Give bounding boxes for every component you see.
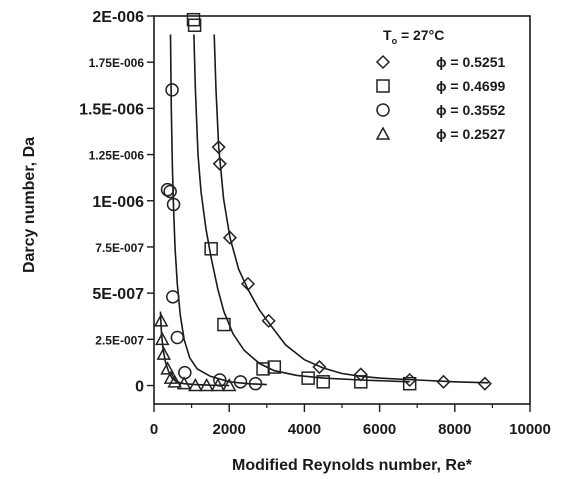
fit-curve-square xyxy=(193,34,410,383)
x-tick-label: 0 xyxy=(150,421,158,438)
y-tick-label: 5E-007 xyxy=(92,286,144,303)
data-point-diamond xyxy=(212,156,227,171)
data-point-triangle xyxy=(199,377,214,392)
data-markers xyxy=(153,12,492,392)
data-point-triangle xyxy=(167,374,182,388)
data-point-diamond xyxy=(312,359,327,375)
data-point-square xyxy=(316,375,330,389)
data-point-triangle xyxy=(210,377,226,392)
data-point-triangle xyxy=(155,331,170,346)
legend: To = 27°C ϕ = 0.5251 ϕ = 0.4699 ϕ = 0.3552 ϕ… xyxy=(375,27,505,142)
legend-marker-square xyxy=(376,79,390,93)
data-point-circle xyxy=(160,182,175,197)
data-point-diamond xyxy=(240,276,256,291)
legend-entry-label: ϕ = 0.2527 xyxy=(436,126,505,142)
y-tick-label: 2E-006 xyxy=(92,9,144,26)
legend-entry-label: ϕ = 0.3552 xyxy=(436,102,505,118)
y-tick-label: 1.25E-006 xyxy=(89,149,145,163)
data-point-circle xyxy=(233,375,248,389)
data-point-diamond xyxy=(261,313,276,328)
data-point-diamond xyxy=(477,376,492,391)
data-point-square xyxy=(204,242,218,256)
legend-marker-triangle xyxy=(375,126,391,140)
plot-area-border xyxy=(153,15,531,405)
data-point-square xyxy=(267,360,282,374)
data-point-circle xyxy=(163,184,177,199)
data-point-circle xyxy=(166,290,180,304)
plot-frame xyxy=(153,15,531,405)
data-point-square xyxy=(217,317,231,332)
data-point-circle xyxy=(170,330,185,345)
data-point-square xyxy=(354,375,368,389)
x-axis-title: Modified Reynolds number, Re* xyxy=(232,457,473,474)
data-point-triangle xyxy=(160,361,175,375)
data-point-square xyxy=(402,376,417,391)
y-axis-title: Darcy number, Da xyxy=(21,137,38,273)
x-tick-label: 6000 xyxy=(363,421,396,438)
x-tick-label: 10000 xyxy=(509,421,551,438)
y-tick-label: 1.75E-006 xyxy=(89,56,145,70)
legend-marker-diamond xyxy=(375,54,391,70)
axis-ticks: 0 2000 4000 6000 8000 10000 0 2.5E-007 5E-007 7.5… xyxy=(79,9,551,438)
data-point-circle xyxy=(165,83,179,97)
fit-curve-diamond xyxy=(213,34,489,384)
data-point-diamond xyxy=(211,140,226,155)
legend-entry-label: ϕ = 0.4699 xyxy=(436,78,505,94)
y-tick-label: 7.5E-007 xyxy=(95,241,144,255)
data-point-diamond xyxy=(222,230,238,245)
data-point-square xyxy=(187,18,202,32)
data-point-circle xyxy=(248,376,263,391)
data-point-triangle xyxy=(176,376,192,390)
data-point-circle xyxy=(166,197,181,212)
y-tick-label: 1.5E-006 xyxy=(79,101,144,118)
x-tick-label: 8000 xyxy=(438,421,471,438)
fit-curve-circle xyxy=(169,34,267,386)
data-point-triangle xyxy=(156,346,172,360)
data-point-diamond xyxy=(436,374,451,389)
data-point-diamond xyxy=(353,367,368,382)
data-point-circle xyxy=(178,365,192,380)
data-point-triangle xyxy=(153,313,169,327)
x-tick-label: 4000 xyxy=(288,421,321,438)
data-point-triangle xyxy=(188,377,203,392)
y-tick-label: 2.5E-007 xyxy=(95,333,144,347)
x-tick-label: 2000 xyxy=(213,421,246,438)
data-point-circle xyxy=(213,373,227,387)
data-point-triangle xyxy=(221,377,237,392)
legend-entry-label: ϕ = 0.5251 xyxy=(436,54,505,70)
legend-marker-circle xyxy=(376,103,390,117)
legend-title: To = 27°C xyxy=(383,27,444,46)
y-tick-label: 1E-006 xyxy=(92,194,144,211)
data-point-square xyxy=(301,371,315,385)
y-tick-label: 0 xyxy=(135,379,144,396)
